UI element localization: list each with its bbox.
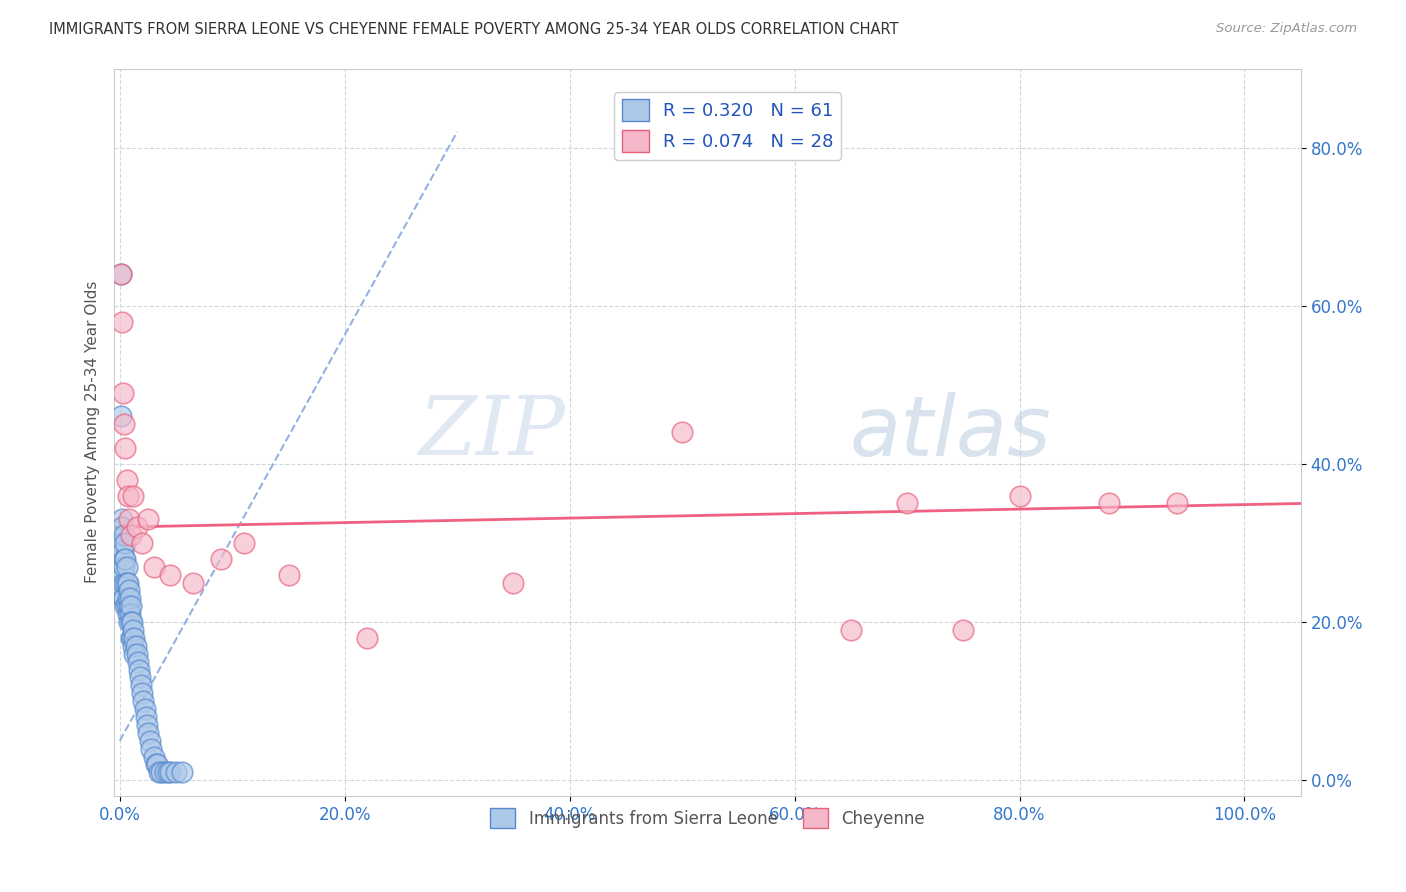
- Point: [118, 599, 141, 614]
- Point: [120, 528, 142, 542]
- Point: [114, 575, 136, 590]
- Point: [128, 663, 150, 677]
- Point: [896, 496, 918, 510]
- Point: [136, 512, 159, 526]
- Point: [139, 733, 162, 747]
- Point: [146, 757, 169, 772]
- Point: [117, 489, 139, 503]
- Point: [129, 670, 152, 684]
- Point: [671, 425, 693, 440]
- Text: atlas: atlas: [849, 392, 1052, 473]
- Point: [170, 765, 193, 780]
- Point: [122, 489, 145, 503]
- Point: [121, 631, 143, 645]
- Point: [136, 726, 159, 740]
- Point: [117, 607, 139, 622]
- Point: [112, 591, 135, 606]
- Point: [1008, 489, 1031, 503]
- Point: [124, 631, 146, 645]
- Point: [135, 718, 157, 732]
- Point: [129, 678, 152, 692]
- Point: [277, 567, 299, 582]
- Point: [124, 647, 146, 661]
- Point: [356, 631, 378, 645]
- Point: [153, 765, 176, 780]
- Point: [118, 512, 141, 526]
- Point: [112, 528, 135, 542]
- Point: [132, 694, 155, 708]
- Point: [120, 615, 142, 629]
- Point: [120, 599, 142, 614]
- Point: [839, 623, 862, 637]
- Point: [142, 559, 165, 574]
- Point: [115, 559, 138, 574]
- Point: [1166, 496, 1188, 510]
- Point: [115, 575, 138, 590]
- Point: [150, 765, 173, 780]
- Y-axis label: Female Poverty Among 25-34 Year Olds: Female Poverty Among 25-34 Year Olds: [86, 281, 100, 583]
- Point: [112, 575, 135, 590]
- Point: [125, 647, 148, 661]
- Point: [165, 765, 187, 780]
- Point: [159, 765, 181, 780]
- Point: [118, 607, 141, 622]
- Point: [112, 544, 135, 558]
- Point: [134, 702, 156, 716]
- Point: [112, 567, 135, 582]
- Point: [181, 575, 204, 590]
- Point: [112, 559, 135, 574]
- Point: [121, 615, 143, 629]
- Point: [115, 599, 138, 614]
- Point: [111, 315, 134, 329]
- Point: [122, 623, 145, 637]
- Point: [131, 536, 153, 550]
- Point: [117, 591, 139, 606]
- Text: Source: ZipAtlas.com: Source: ZipAtlas.com: [1216, 22, 1357, 36]
- Point: [122, 639, 145, 653]
- Point: [114, 536, 136, 550]
- Point: [131, 686, 153, 700]
- Point: [157, 765, 180, 780]
- Point: [159, 567, 181, 582]
- Point: [232, 536, 254, 550]
- Point: [117, 575, 139, 590]
- Point: [112, 552, 135, 566]
- Point: [124, 639, 146, 653]
- Point: [141, 741, 163, 756]
- Point: [114, 599, 136, 614]
- Point: [120, 631, 142, 645]
- Point: [112, 417, 135, 432]
- Point: [135, 710, 157, 724]
- Point: [112, 385, 135, 400]
- Point: [125, 520, 148, 534]
- Point: [115, 473, 138, 487]
- Point: [111, 520, 134, 534]
- Point: [148, 765, 170, 780]
- Point: [127, 655, 149, 669]
- Point: [110, 267, 132, 281]
- Point: [114, 441, 136, 455]
- Point: [952, 623, 974, 637]
- Point: [118, 583, 141, 598]
- Point: [118, 591, 141, 606]
- Legend: Immigrants from Sierra Leone, Cheyenne: Immigrants from Sierra Leone, Cheyenne: [484, 801, 931, 835]
- Point: [1098, 496, 1121, 510]
- Point: [111, 536, 134, 550]
- Text: IMMIGRANTS FROM SIERRA LEONE VS CHEYENNE FEMALE POVERTY AMONG 25-34 YEAR OLDS CO: IMMIGRANTS FROM SIERRA LEONE VS CHEYENNE…: [49, 22, 898, 37]
- Point: [110, 409, 132, 424]
- Point: [118, 615, 141, 629]
- Point: [142, 749, 165, 764]
- Point: [112, 591, 135, 606]
- Point: [110, 267, 132, 281]
- Point: [502, 575, 524, 590]
- Point: [114, 552, 136, 566]
- Point: [145, 757, 167, 772]
- Point: [209, 552, 232, 566]
- Point: [111, 512, 134, 526]
- Text: ZIP: ZIP: [418, 392, 565, 472]
